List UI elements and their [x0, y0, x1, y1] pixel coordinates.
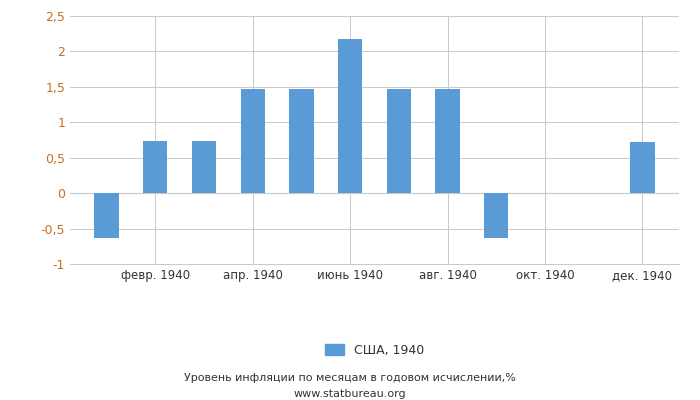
Bar [386, 89, 411, 193]
Bar [338, 39, 363, 193]
Legend: США, 1940: США, 1940 [320, 339, 429, 362]
Bar [94, 193, 119, 238]
Bar [630, 142, 654, 193]
Text: www.statbureau.org: www.statbureau.org [294, 389, 406, 399]
Bar [241, 89, 265, 193]
Bar [289, 89, 314, 193]
Bar [484, 193, 508, 238]
Text: Уровень инфляции по месяцам в годовом исчислении,%: Уровень инфляции по месяцам в годовом ис… [184, 373, 516, 383]
Bar [192, 142, 216, 193]
Bar [435, 89, 460, 193]
Bar [143, 142, 167, 193]
